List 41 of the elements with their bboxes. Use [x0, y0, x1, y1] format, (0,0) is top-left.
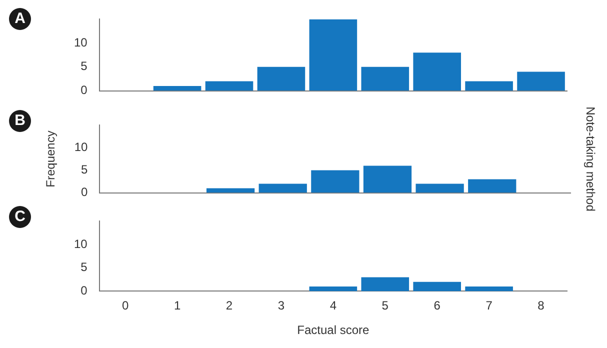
x-tick-label: 2	[226, 298, 233, 313]
bar	[309, 19, 358, 91]
y-tick-label: 0	[80, 284, 88, 298]
bar	[416, 184, 464, 193]
chart-title: C	[9, 206, 31, 228]
x-tick-label: 5	[382, 298, 389, 313]
bar	[361, 66, 410, 91]
y-tick-label: 10	[74, 236, 88, 251]
x-tick-label: 8	[538, 298, 545, 313]
y-tick-label: 0	[80, 83, 88, 98]
y-tick-label: 5	[81, 162, 88, 177]
y2-axis-title: Note-taking method	[583, 106, 598, 212]
bar	[205, 81, 254, 91]
bar	[311, 170, 360, 193]
bar	[257, 66, 306, 91]
bar	[153, 86, 202, 91]
x-tick-label: 3	[278, 298, 285, 313]
chart-title: B	[9, 110, 31, 132]
x-tick-label: 7	[486, 298, 493, 313]
bar	[517, 72, 565, 91]
y-tick-label: 10	[74, 35, 88, 50]
bar	[361, 277, 410, 292]
x-axis-title: Factual score	[297, 323, 370, 338]
x-tick-label: 1	[174, 298, 181, 313]
bar	[465, 286, 513, 292]
bar	[363, 166, 412, 193]
bar	[258, 184, 307, 193]
bar	[309, 286, 358, 292]
bar	[413, 52, 461, 91]
x-tick-label: 6	[434, 298, 441, 313]
x-tick-label: 4	[330, 298, 337, 313]
y-tick-label: 0	[81, 185, 88, 200]
y-axis-title: Frequency	[44, 130, 58, 188]
bar	[413, 282, 461, 292]
chart-title: A	[9, 8, 31, 30]
y-tick-label: 5	[80, 260, 88, 274]
x-tick-label: 0	[122, 298, 129, 313]
bar	[468, 179, 516, 193]
y-tick-label: 10	[74, 140, 88, 154]
y-tick-label: 5	[80, 59, 88, 74]
bar	[465, 81, 513, 91]
